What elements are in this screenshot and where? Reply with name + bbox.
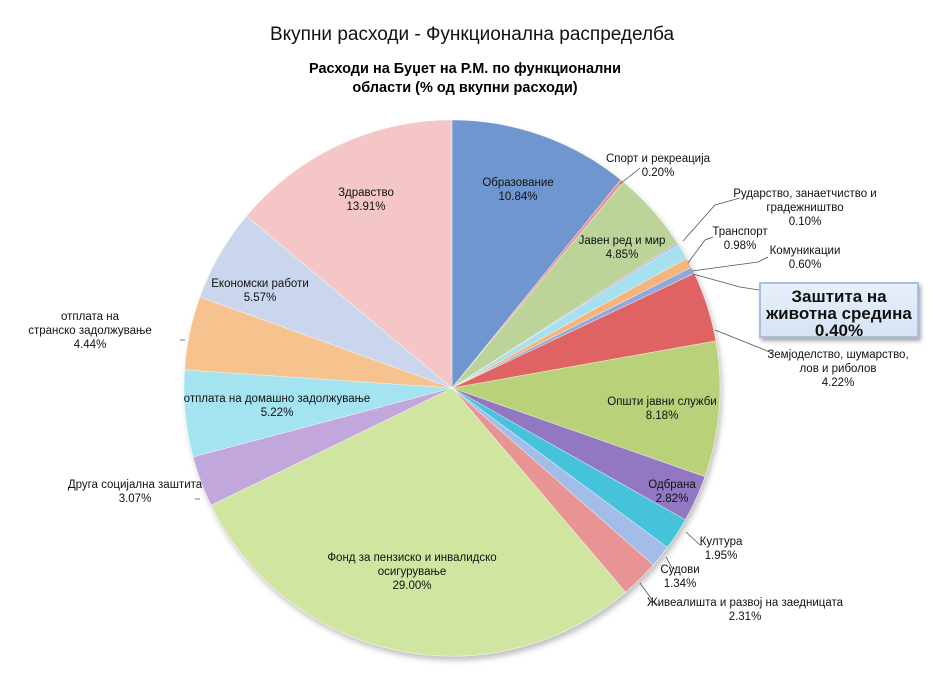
slice-label: Фонд за пензиско и инвалидско xyxy=(327,552,496,564)
slice-label: Живеалишта и развој на заедницата xyxy=(647,597,844,609)
slice-value-label: 0.20% xyxy=(642,167,675,179)
slice-label: Образование xyxy=(482,177,553,189)
environment-callout: Заштита на животна средина 0.40% xyxy=(759,282,919,340)
callout-line-1: Заштита на xyxy=(791,287,887,306)
slice-value-label: 0.60% xyxy=(789,259,822,271)
callout-value: 0.40% xyxy=(814,321,864,340)
slice-label: Друга социјална заштита xyxy=(68,479,203,491)
slice-label: градежништво xyxy=(766,202,843,214)
slice-value-label: 10.84% xyxy=(498,191,537,203)
slice-label: отплата на домашно задолжување xyxy=(184,393,371,405)
slice-label: странско задолжување xyxy=(28,325,152,337)
slice-label: Јавен ред и мир xyxy=(579,235,666,247)
slice-value-label: 5.22% xyxy=(261,407,294,419)
slice-value-label: 2.82% xyxy=(656,493,689,505)
leader-line xyxy=(682,197,741,242)
slice-value-label: 13.91% xyxy=(346,201,385,213)
slice-labels: Образование 10.84% Спорт и рекреација 0.20%… xyxy=(28,153,908,623)
slice-label: Судови xyxy=(660,564,699,576)
slice-value-label: 4.44% xyxy=(74,339,107,351)
pie-slices xyxy=(183,119,721,657)
slice-value-label: 4.22% xyxy=(822,377,855,389)
leader-line xyxy=(691,256,769,272)
slice-label: Спорт и рекреација xyxy=(606,153,711,165)
slice-value-label: 1.95% xyxy=(705,550,738,562)
leader-line xyxy=(665,556,676,570)
slice-value-label: 2.31% xyxy=(729,611,762,623)
slice-label: Општи јавни служби xyxy=(607,396,717,408)
slice-label: Економски работи xyxy=(211,278,309,290)
pie-slice xyxy=(450,340,721,478)
pie-slice xyxy=(246,119,453,389)
slice-label: Транспорт xyxy=(712,226,768,238)
slice-value-label: 5.57% xyxy=(244,292,277,304)
slice-value-label: 8.18% xyxy=(646,410,679,422)
page-title: Вкупни расходи - Функционална распределб… xyxy=(269,24,675,45)
slice-label: лов и риболов xyxy=(799,363,876,375)
leader-lines xyxy=(180,167,773,605)
leader-line xyxy=(685,531,702,546)
slice-label: отплата на xyxy=(61,311,120,323)
chart-title-line-2: области (% од вкупни расходи) xyxy=(352,80,577,96)
slice-label: Одбрана xyxy=(648,479,696,491)
leader-line xyxy=(639,582,658,605)
leader-line xyxy=(687,236,714,264)
leader-line xyxy=(619,167,641,185)
slice-label: Рударство, занаетчиство и xyxy=(733,188,876,200)
pie-slice xyxy=(451,119,622,389)
slice-label: Комуникации xyxy=(770,245,841,257)
slice-value-label: 0.98% xyxy=(724,240,757,252)
slice-label: Земјоделство, шумарство, xyxy=(767,349,908,361)
leader-line xyxy=(714,329,773,354)
slice-label: осигурување xyxy=(378,566,447,578)
callout-line-2: животна средина xyxy=(766,304,912,323)
slice-value-label: 0.10% xyxy=(789,216,822,228)
slice-label: Култура xyxy=(700,536,743,548)
slice-value-label: 29.00% xyxy=(392,580,431,592)
slice-value-label: 3.07% xyxy=(119,493,152,505)
slice-label: Здравство xyxy=(338,187,394,199)
callout-leader-line xyxy=(692,273,760,291)
slice-value-label: 4.85% xyxy=(606,249,639,261)
slice-value-label: 1.34% xyxy=(664,578,697,590)
chart-title-line-1: Расходи на Буџет на Р.М. по функционални xyxy=(309,61,621,77)
